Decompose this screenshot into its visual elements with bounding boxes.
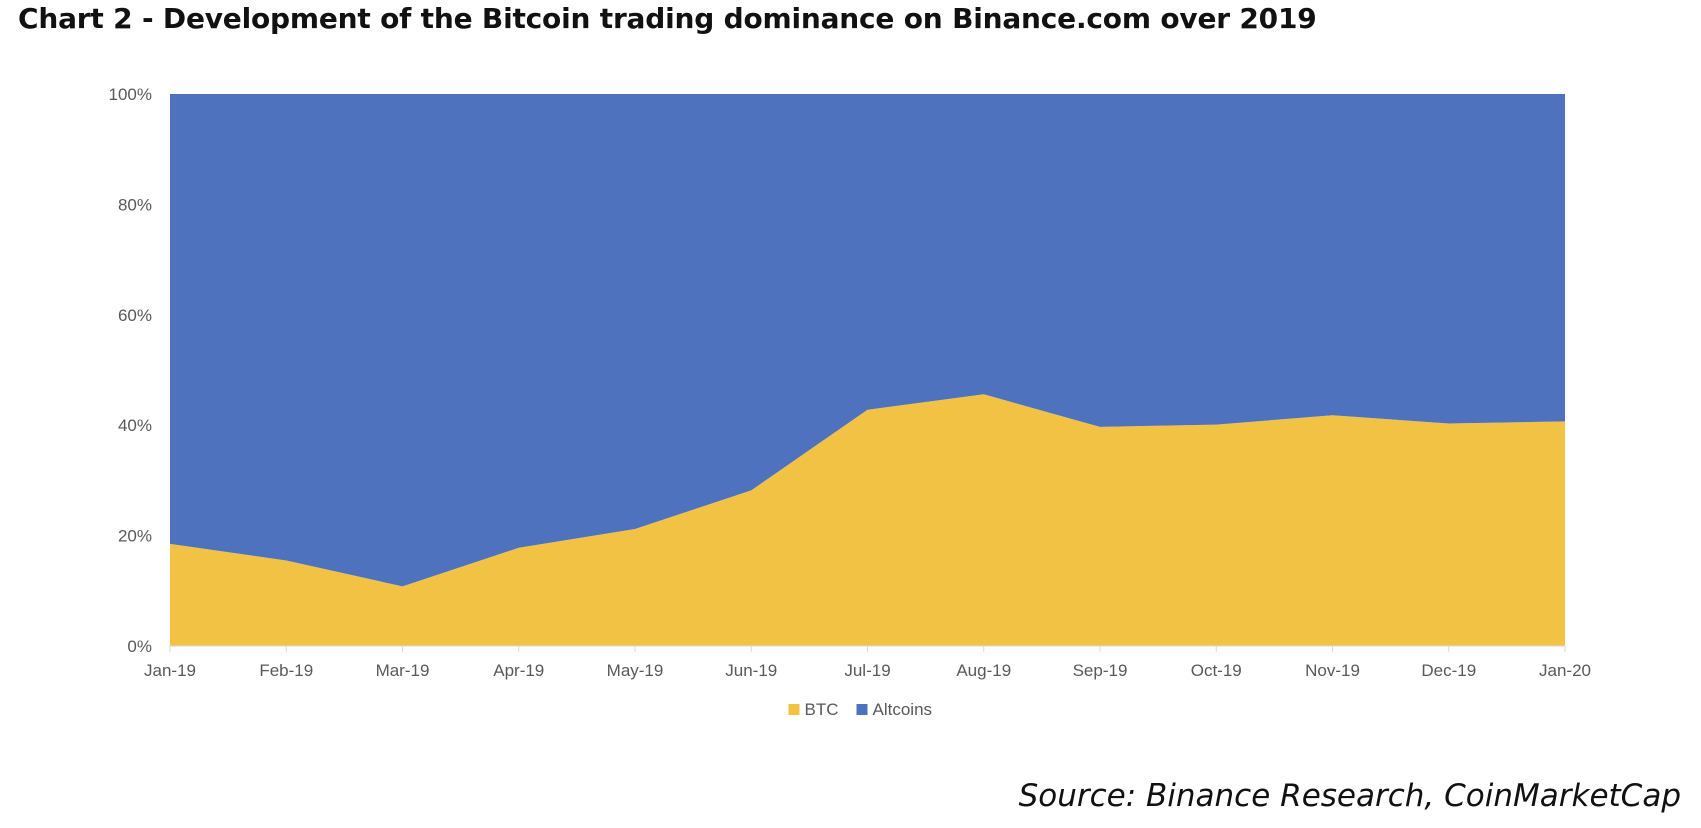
chart-title: Chart 2 - Development of the Bitcoin tra… [18,2,1317,35]
y-tick-label: 100% [109,85,152,104]
x-tick-label: Mar-19 [376,661,430,680]
x-tick-label: Sep-19 [1073,661,1128,680]
legend-swatch-btc [788,704,800,715]
area-btc [170,394,1565,646]
x-tick-label: Apr-19 [493,661,544,680]
y-tick-label: 0% [127,637,152,656]
y-tick-label: 80% [118,195,152,214]
x-tick-label: Jan-20 [1539,661,1591,680]
legend-label-btc: BTC [805,700,839,719]
legend-swatch-altcoins [856,704,868,715]
x-tick-label: Feb-19 [259,661,313,680]
x-tick-label: May-19 [607,661,664,680]
x-tick-label: Aug-19 [956,661,1011,680]
x-tick-label: Jan-19 [144,661,196,680]
x-tick-label: Nov-19 [1305,661,1360,680]
x-axis-ticks: Jan-19 Feb-19 Mar-19 Apr-19 May-19 Jun-19 Jul-… [144,646,1591,680]
y-axis-ticks: 0% 20% 40% 60% 80% 100% [109,85,152,656]
x-tick-label: Jun-19 [725,661,777,680]
y-tick-label: 60% [118,306,152,325]
area-altcoins [170,94,1565,587]
source-note: Source: Binance Research, CoinMarketCap [1018,778,1681,814]
x-tick-label: Oct-19 [1191,661,1242,680]
plot-areas [170,94,1565,646]
y-tick-label: 40% [118,416,152,435]
x-tick-label: Dec-19 [1421,661,1476,680]
x-tick-label: Jul-19 [844,661,890,680]
legend: BTC Altcoins [788,700,933,719]
legend-label-altcoins: Altcoins [873,700,933,719]
y-tick-label: 20% [118,527,152,546]
